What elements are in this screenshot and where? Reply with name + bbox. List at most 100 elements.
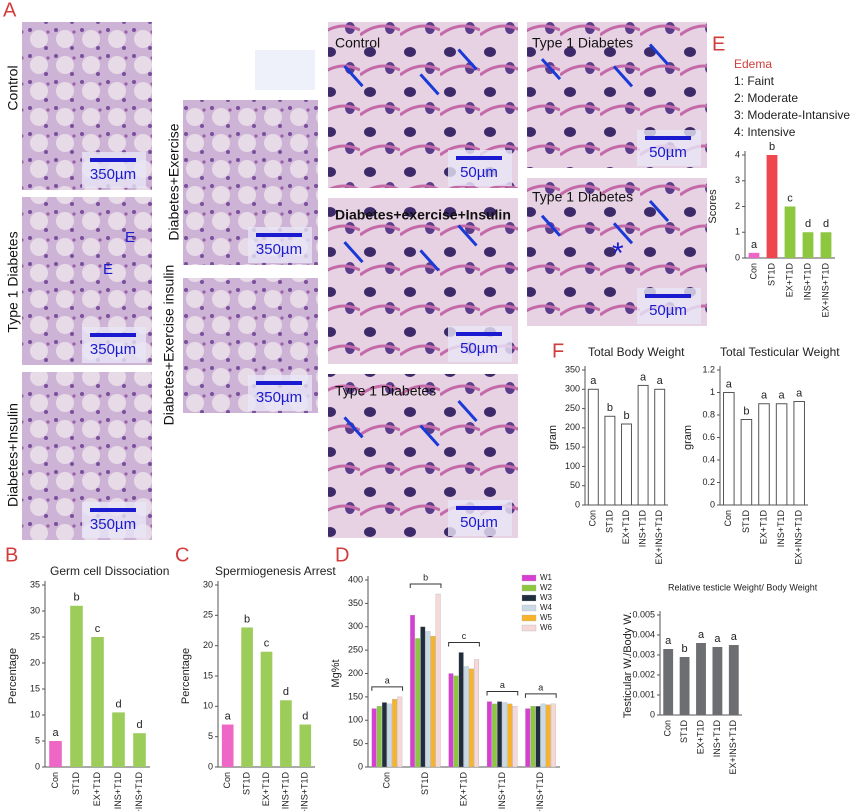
- y-tick-label: 10: [203, 701, 213, 711]
- chart-title: Total Testicular Weight: [720, 345, 840, 359]
- bar: [112, 712, 125, 767]
- x-tick-label: EX+T1D: [92, 772, 102, 807]
- bar: [492, 703, 497, 768]
- y-tick-label: 0: [35, 761, 40, 771]
- y-tick-label: 30: [30, 605, 40, 615]
- y-tick-label: 0: [358, 761, 363, 771]
- bar: [435, 593, 441, 768]
- bar-letter: a: [640, 371, 647, 383]
- group-letter: a: [500, 680, 505, 690]
- bar: [410, 614, 416, 768]
- group-bracket: [371, 686, 404, 691]
- bar-letter: a: [698, 629, 705, 641]
- panel-letter: B: [5, 544, 18, 566]
- bar: [420, 626, 426, 768]
- y-tick-label: 3: [735, 175, 740, 185]
- bar: [793, 401, 805, 506]
- y-tick-label: 5: [35, 735, 40, 745]
- arrow: [419, 424, 440, 447]
- y-axis-label: Percentage: [180, 648, 192, 704]
- legend-title: Edema: [734, 57, 772, 71]
- bar: [712, 647, 723, 715]
- x-tick-label: ST1D: [604, 510, 614, 534]
- x-tick-label: EX+T1D: [261, 772, 271, 807]
- x-tick-label: EX+INS+T1D: [300, 772, 310, 811]
- y-tick-label: 200: [565, 422, 580, 432]
- y-tick-label: 0.6: [702, 432, 715, 442]
- x-tick-label: INS+T1D: [712, 720, 722, 758]
- bar: [474, 659, 480, 768]
- y-tick-label: 1: [710, 387, 715, 397]
- bar-letter: d: [805, 218, 811, 230]
- x-tick-label: EX+T1D: [621, 510, 631, 545]
- scale-label: 350µm: [256, 241, 302, 258]
- arrow: [540, 214, 562, 237]
- y-tick-label: 15: [203, 670, 213, 680]
- y-tick-label: 0: [575, 499, 580, 509]
- bar-letter: a: [52, 727, 59, 739]
- y-tick-label: 350: [565, 364, 580, 374]
- x-tick-label: ST1D: [679, 720, 689, 744]
- y-tick-label: 150: [565, 442, 580, 452]
- scale-label: 350µm: [90, 166, 136, 183]
- bar: [604, 415, 616, 506]
- y-tick-label: 0.004: [632, 629, 655, 639]
- bar: [392, 699, 398, 768]
- y-tick-label: 0.005: [632, 609, 655, 619]
- arrow: [612, 65, 634, 88]
- legend-swatch: [521, 624, 537, 632]
- y-tick-label: 35: [30, 579, 40, 589]
- bar-letter: b: [607, 402, 613, 414]
- group-bracket: [524, 693, 557, 698]
- legend-item: 2: Moderate: [734, 91, 798, 105]
- y-tick-label: 2: [735, 201, 740, 211]
- y-tick-label: 30: [203, 579, 213, 589]
- y-tick-label: 0: [650, 709, 655, 719]
- y-tick-label: 0.8: [702, 409, 715, 419]
- image-label: Diabetes+Insulin: [5, 403, 21, 507]
- x-tick-label: ST1D: [420, 772, 430, 796]
- panel-letter: C: [175, 544, 189, 566]
- x-tick-label: Con: [588, 510, 598, 527]
- bar: [463, 666, 469, 768]
- y-tick-label: 200: [348, 668, 363, 678]
- bar: [448, 673, 454, 768]
- group-bracket: [409, 583, 442, 589]
- bar: [550, 703, 556, 768]
- arrow: [540, 58, 562, 81]
- bar: [654, 388, 666, 506]
- y-tick-label: 350: [348, 598, 363, 608]
- bar: [535, 706, 541, 768]
- bar: [49, 741, 62, 767]
- x-tick-label: INS+T1D: [637, 510, 647, 548]
- legend-label: W1: [540, 573, 553, 582]
- x-tick-label: Con: [222, 772, 232, 789]
- panel-letter: F: [552, 340, 564, 362]
- y-tick-label: 0.002: [632, 669, 655, 679]
- x-tick-label: ST1D: [241, 772, 251, 796]
- y-tick-label: 300: [348, 621, 363, 631]
- bar: [381, 702, 387, 768]
- bar: [758, 403, 770, 506]
- x-tick-label: EX+T1D: [458, 772, 468, 807]
- bar: [775, 403, 788, 506]
- bar: [91, 637, 104, 767]
- bar-letter: a: [751, 239, 758, 251]
- bar-letter: a: [796, 387, 803, 399]
- bar-letter: a: [731, 631, 738, 643]
- bar: [637, 384, 649, 506]
- bar-letter: d: [136, 719, 142, 731]
- arrow: [343, 241, 364, 264]
- blank-patch: [255, 50, 315, 90]
- y-tick-label: 25: [30, 631, 40, 641]
- image-label: Control: [335, 35, 380, 51]
- bar-letter: d: [283, 686, 289, 698]
- bar-letter: a: [225, 710, 232, 722]
- image-label: Diabetes+Exercise: [166, 123, 182, 240]
- image-label: Type 1 Diabetes: [335, 383, 436, 399]
- legend-label: W4: [540, 603, 553, 612]
- bar: [621, 423, 632, 506]
- legend-item: 4: Intensive: [734, 125, 796, 139]
- bar-letter: d: [823, 218, 829, 230]
- arrow: [343, 416, 364, 439]
